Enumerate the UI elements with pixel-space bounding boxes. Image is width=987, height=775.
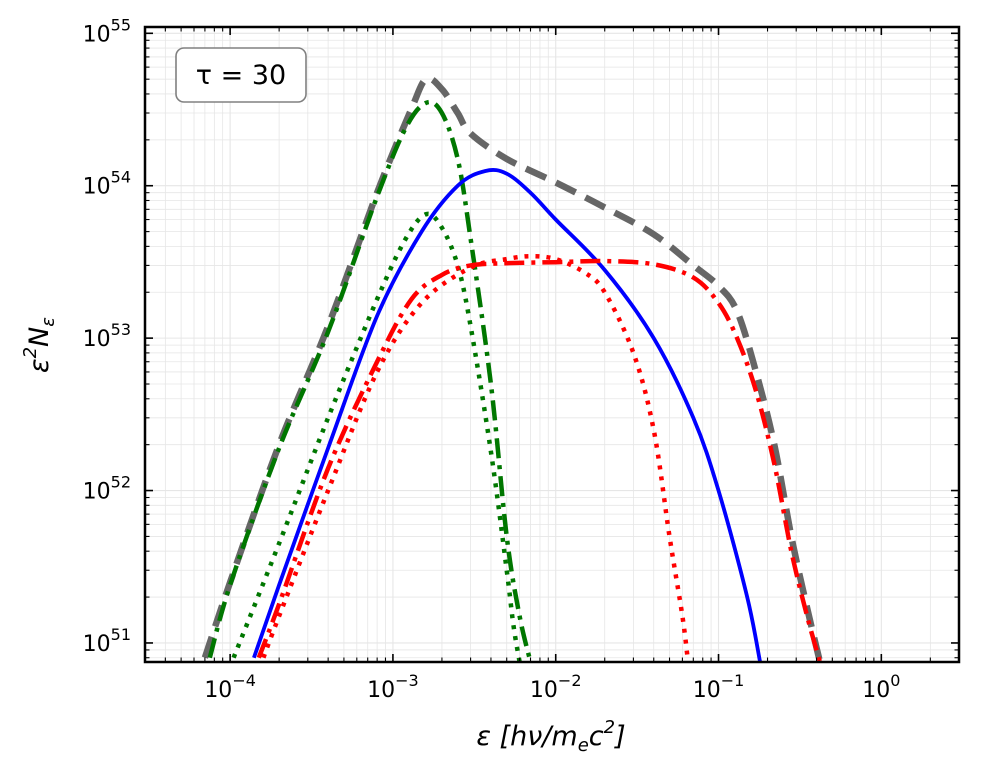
series-line-3 — [252, 168, 762, 662]
series-group — [201, 75, 824, 662]
plot-frame — [143, 25, 961, 664]
x-tick-label: 10−3 — [367, 671, 419, 703]
y-axis-label: ε2Nε — [20, 317, 59, 373]
y-tick-label: 1055 — [83, 15, 131, 47]
y-tick-label: 1052 — [83, 473, 131, 505]
y-tick-label: 1051 — [83, 625, 131, 657]
x-axis-label: ε [hν/mec2] — [476, 717, 625, 756]
y-tick-label: 1053 — [83, 320, 131, 352]
x-tick-label: 10−4 — [204, 671, 256, 703]
grid — [144, 27, 960, 662]
x-tick-label: 10−1 — [693, 671, 745, 703]
series-line-2 — [231, 211, 522, 662]
ticks: 10−4 10−3 10−2 10−1 100 1051 1052 1053 1054 1055 — [83, 15, 960, 703]
x-tick-label: 100 — [862, 671, 900, 703]
series-line-5 — [261, 253, 691, 662]
annotation-text: τ = 30 — [196, 60, 286, 91]
annotation-box: τ = 30 — [175, 47, 307, 103]
series-line-4 — [256, 258, 823, 662]
x-tick-label: 10−2 — [530, 671, 582, 703]
y-tick-label: 1054 — [83, 168, 131, 200]
series-line-1 — [207, 99, 533, 662]
